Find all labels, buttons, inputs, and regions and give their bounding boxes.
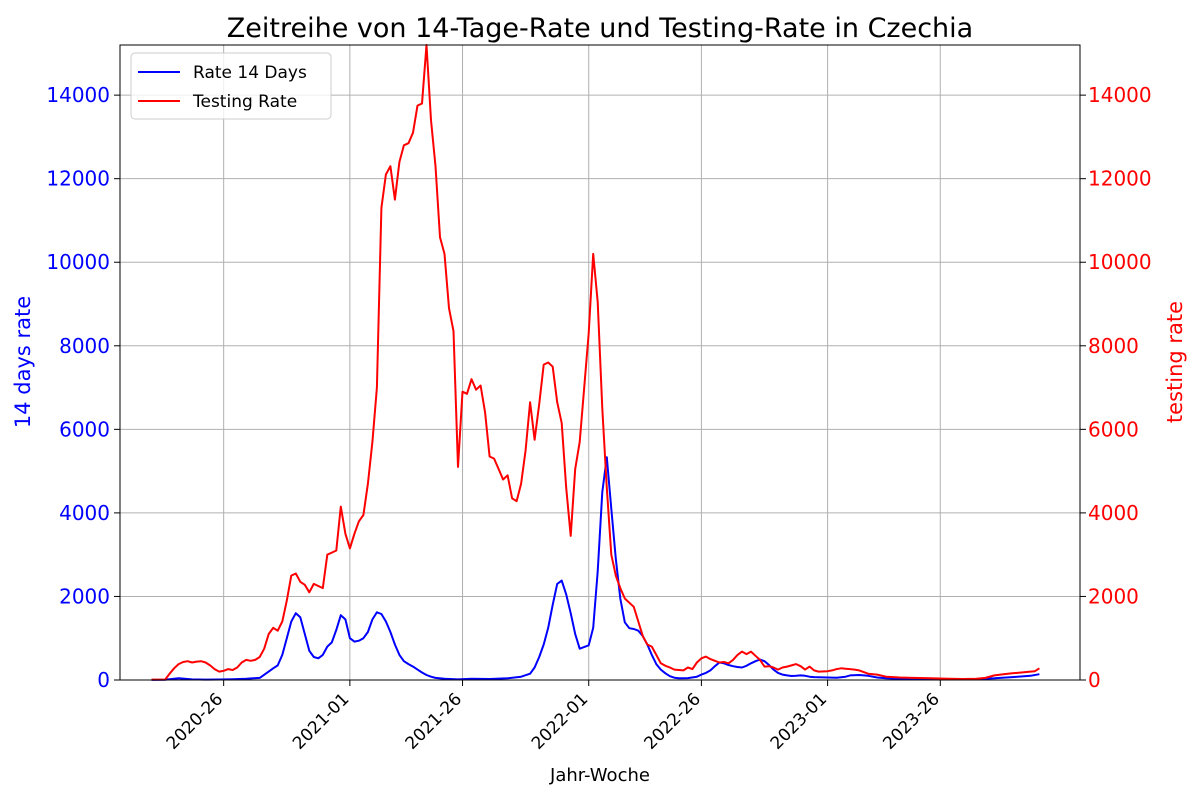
plot-frame (119, 44, 1081, 681)
series-line-testing-rate (151, 44, 1040, 681)
y-left-tick-label: 14000 (46, 83, 110, 107)
legend-label-rate-14-days: Rate 14 Days (193, 63, 307, 83)
y-left-tick-label: 0 (97, 668, 110, 692)
x-tick-label: 2022-01 (528, 689, 592, 753)
y-right-tick-label: 14000 (1088, 83, 1152, 107)
y-right-tick-label: 12000 (1088, 167, 1152, 191)
y-left-tick-label: 10000 (46, 250, 110, 274)
x-tick-label: 2021-26 (402, 689, 466, 753)
legend-box (130, 52, 332, 120)
x-tick-label: 2020-26 (163, 689, 227, 753)
series-line-rate-14-days (151, 456, 1040, 681)
y-right-tick-label: 8000 (1088, 334, 1139, 358)
grid (120, 45, 1080, 681)
y-right-tick-label: 0 (1088, 668, 1101, 692)
legend: Rate 14 Days Testing Rate (130, 52, 332, 120)
y-right-tick-label: 6000 (1088, 417, 1139, 441)
x-tick-label: 2023-01 (767, 689, 831, 753)
y-right-tick-label: 2000 (1088, 584, 1139, 608)
plot-lines (151, 44, 1040, 681)
y-left-tick-label: 8000 (59, 334, 110, 358)
x-axis-label: Jahr-Woche (549, 765, 650, 786)
chart-title: Zeitreihe von 14-Tage-Rate und Testing-R… (227, 13, 973, 44)
x-tick-label: 2023-26 (879, 689, 943, 753)
y-left-tick-label: 4000 (59, 501, 110, 525)
y-right-tick-label: 4000 (1088, 501, 1139, 525)
y-left-tick-label: 6000 (59, 417, 110, 441)
x-tick-label: 2021-01 (289, 689, 353, 753)
y-axis-left-label: 14 days rate (11, 296, 35, 428)
axes: 2020-26 2021-01 2021-26 2022-01 2022-26 2023-… (46, 83, 1151, 754)
x-tick-label: 2022-26 (641, 689, 705, 753)
legend-label-testing-rate: Testing Rate (192, 92, 297, 112)
y-axis-right-label: testing rate (1163, 301, 1187, 423)
y-left-tick-label: 2000 (59, 584, 110, 608)
y-left-tick-label: 12000 (46, 167, 110, 191)
y-right-tick-label: 10000 (1088, 250, 1152, 274)
